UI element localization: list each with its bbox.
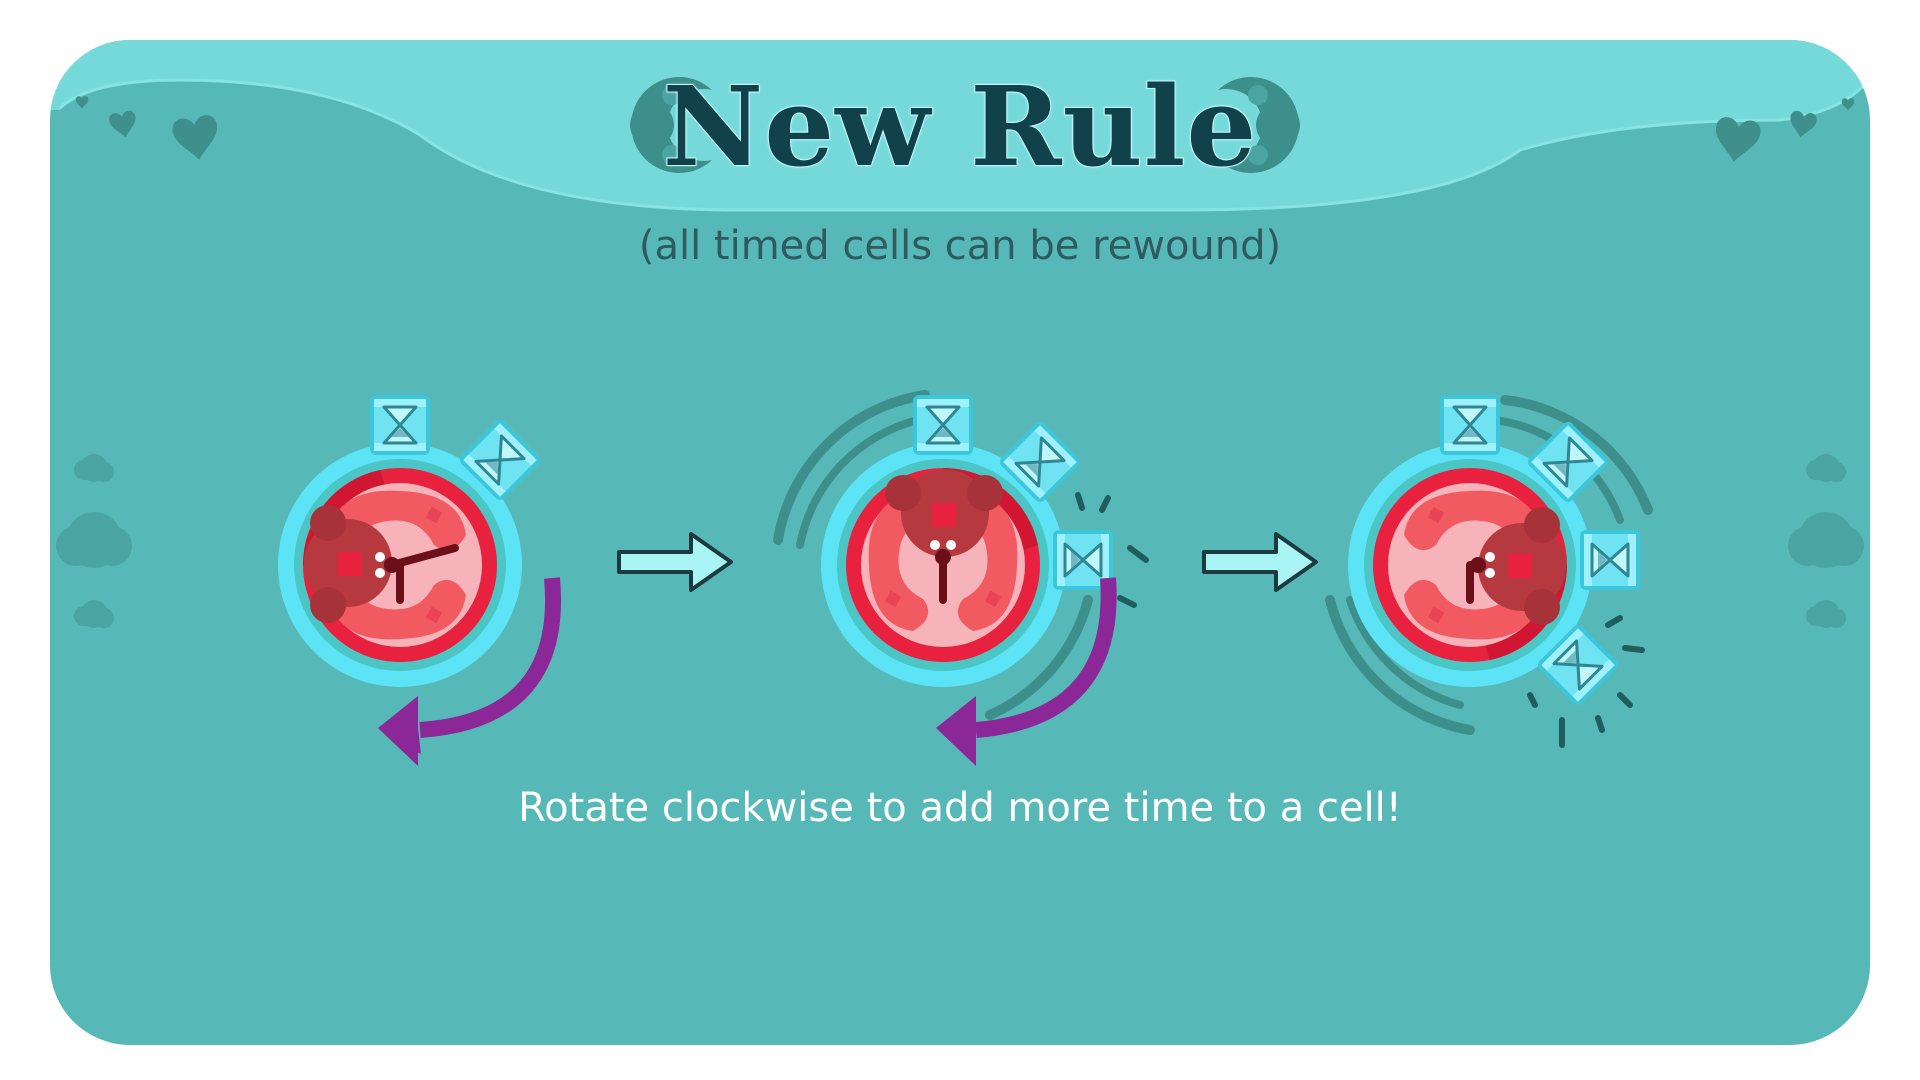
step-2-rotation-motion bbox=[773, 390, 1093, 720]
rule-caption: Rotate clockwise to add more time to a c… bbox=[518, 785, 1402, 831]
hourglass-icon bbox=[370, 395, 430, 455]
step-2-cell bbox=[821, 443, 1065, 687]
sparkle-lines bbox=[1527, 615, 1645, 748]
hourglass-icon bbox=[1580, 530, 1640, 590]
sparkle-lines bbox=[1075, 492, 1149, 608]
rule-subtitle: (all timed cells can be rewound) bbox=[638, 223, 1282, 269]
rule-title: New Rule bbox=[662, 61, 1258, 192]
hourglass-icon bbox=[913, 395, 973, 455]
clockwise-rotate-arrow-icon bbox=[936, 577, 1117, 766]
crescent-ornament-icon bbox=[630, 77, 712, 174]
crescent-ornament-icon bbox=[1218, 77, 1300, 174]
clockwise-rotate-arrow-icon bbox=[378, 577, 561, 766]
step-3-cell bbox=[1348, 443, 1592, 687]
hourglass-icon bbox=[1440, 395, 1500, 455]
step-1-cell bbox=[278, 443, 522, 687]
step-3-rotation-motion bbox=[1325, 395, 1653, 735]
side-decoration bbox=[56, 454, 1864, 628]
